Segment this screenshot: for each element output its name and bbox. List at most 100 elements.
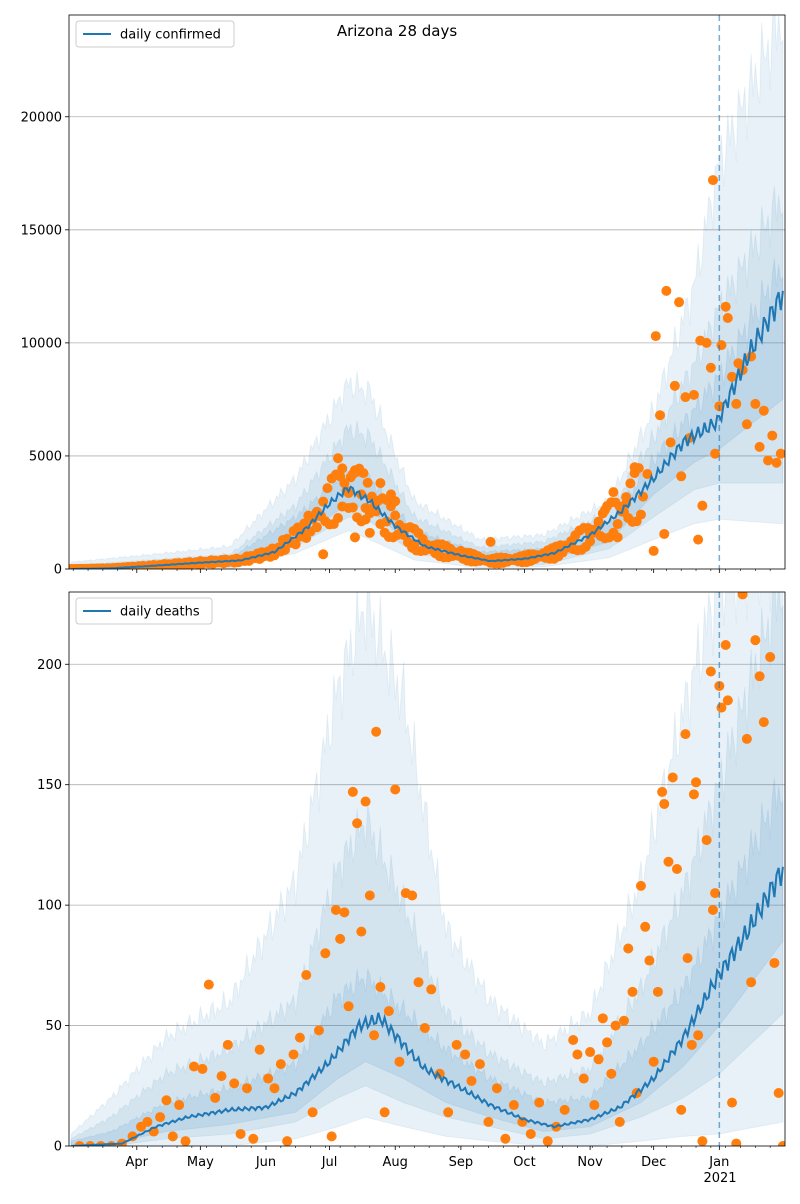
data-point — [254, 1044, 265, 1055]
data-point — [483, 1116, 494, 1127]
x-tick-label: Jul — [321, 1155, 338, 1170]
data-point — [655, 410, 666, 421]
data-point — [288, 1049, 299, 1060]
data-point — [701, 337, 712, 348]
data-point — [707, 904, 718, 915]
data-point — [680, 729, 691, 740]
data-point — [419, 1022, 430, 1033]
data-point — [451, 1039, 462, 1050]
data-point — [680, 392, 691, 403]
data-point — [710, 448, 721, 459]
data-point — [222, 1039, 233, 1050]
data-point — [235, 1128, 246, 1139]
data-point — [318, 549, 329, 560]
data-point — [688, 789, 699, 800]
data-point — [737, 592, 748, 600]
data-point — [623, 943, 634, 954]
data-point — [347, 786, 358, 797]
data-point — [335, 933, 346, 944]
data-point — [508, 1100, 519, 1111]
data-point — [203, 979, 214, 990]
data-point — [369, 1030, 380, 1041]
data-point — [180, 1136, 191, 1146]
x-tick-label: Jan — [708, 1155, 729, 1170]
axes-frame — [68, 591, 786, 1147]
data-point — [216, 1071, 227, 1082]
data-point — [322, 483, 333, 494]
chart-title: Arizona 28 days — [337, 22, 458, 40]
data-point — [593, 1054, 604, 1065]
series-line — [71, 290, 784, 569]
data-point — [763, 455, 774, 466]
y-tick-label: 50 — [45, 1019, 62, 1034]
legend: daily deaths — [75, 597, 213, 625]
data-point — [629, 462, 640, 473]
data-point — [657, 786, 668, 797]
data-point — [352, 466, 363, 477]
data-point — [572, 1049, 583, 1060]
data-point — [343, 1001, 354, 1012]
data-point — [383, 1006, 394, 1017]
data-point — [333, 453, 344, 464]
data-point — [299, 518, 310, 529]
data-point — [263, 1073, 274, 1084]
data-point — [705, 362, 716, 373]
data-point — [635, 509, 646, 520]
x-tick-label: May — [187, 1155, 214, 1170]
data-point — [612, 532, 623, 543]
data-point — [716, 340, 727, 351]
data-point — [746, 977, 757, 988]
data-point — [390, 510, 401, 521]
data-point — [534, 1097, 545, 1108]
data-point — [705, 666, 716, 677]
data-point — [597, 1013, 608, 1024]
data-point — [610, 1020, 621, 1031]
uncertainty-band-middle — [70, 592, 784, 1146]
data-point — [593, 516, 604, 527]
data-point — [559, 1104, 570, 1115]
data-point — [731, 1138, 742, 1146]
y-tick-label: 20000 — [21, 110, 62, 125]
data-point — [364, 890, 375, 901]
data-point — [356, 926, 367, 937]
x-axis: Apr May Jun Jul Aug Sep Oct Nov Dec Jan — [126, 1155, 730, 1170]
data-point — [758, 405, 769, 416]
data-point — [394, 1056, 405, 1067]
y-tick-label: 200 — [37, 658, 62, 673]
data-point — [307, 1107, 318, 1118]
data-point — [754, 671, 765, 682]
data-point — [697, 1136, 708, 1146]
data-point — [667, 772, 678, 783]
data-point — [663, 856, 674, 867]
data-point — [559, 543, 570, 554]
x-tick-label: Aug — [383, 1155, 408, 1170]
data-point — [674, 297, 685, 308]
data-point — [142, 1116, 153, 1127]
data-point — [777, 1141, 785, 1146]
data-point — [430, 543, 441, 554]
data-point — [773, 1088, 784, 1099]
data-point — [460, 1049, 471, 1060]
data-point — [599, 505, 610, 516]
data-point — [241, 1083, 252, 1094]
data-point — [197, 1063, 208, 1074]
x-tick-label: Jun — [255, 1155, 276, 1170]
data-point — [627, 986, 638, 997]
data-point — [707, 175, 718, 186]
data-point — [585, 1047, 596, 1058]
data-point — [333, 513, 344, 524]
uncertainty-band-outer — [70, 15, 784, 569]
data-point — [606, 1068, 617, 1079]
data-point — [407, 890, 418, 901]
data-point — [731, 398, 742, 409]
data-point — [337, 463, 348, 474]
data-point — [443, 1107, 454, 1118]
data-point — [669, 380, 680, 391]
data-point — [659, 528, 670, 539]
data-point — [375, 982, 386, 993]
data-point — [500, 1133, 511, 1144]
data-point — [750, 398, 761, 409]
data-point — [352, 818, 363, 829]
data-point — [612, 519, 623, 530]
